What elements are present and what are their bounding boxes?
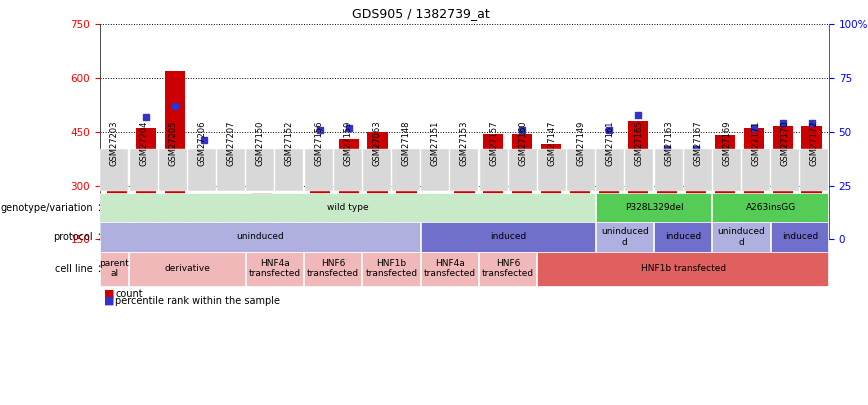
Bar [223,207,243,239]
Text: P328L329del: P328L329del [625,203,683,212]
Text: GSM27171: GSM27171 [752,120,760,166]
Text: uninduced
d: uninduced d [718,227,766,247]
Bar [541,144,562,239]
Text: HNF6
transfected: HNF6 transfected [482,259,534,278]
Text: cell line: cell line [56,264,93,274]
Text: uninduced: uninduced [236,232,284,241]
Bar [657,188,677,239]
Text: GSM27149: GSM27149 [576,120,586,166]
Text: HNF6
transfected: HNF6 transfected [307,259,359,278]
Text: GSM27152: GSM27152 [285,120,294,166]
Text: GSM27157: GSM27157 [489,120,498,166]
Text: GSM27205: GSM27205 [168,120,177,166]
Bar [686,185,706,239]
Text: GSM27163: GSM27163 [664,120,673,166]
Text: GSM27161: GSM27161 [606,120,615,166]
Text: derivative: derivative [164,264,210,273]
Bar [628,121,648,239]
Bar [425,230,445,239]
Bar [339,139,358,239]
Text: protocol: protocol [53,232,93,242]
Text: GSM27206: GSM27206 [197,120,207,166]
Text: percentile rank within the sample: percentile rank within the sample [115,296,280,306]
Bar [367,132,388,239]
Text: A263insGG: A263insGG [746,203,796,212]
Bar [773,126,792,239]
Text: GSM27159: GSM27159 [343,120,352,166]
Text: induced: induced [782,232,818,241]
Text: induced: induced [490,232,526,241]
Bar [397,179,417,239]
Text: GSM27207: GSM27207 [227,120,235,166]
Bar [107,171,128,239]
Text: HNF1b transfected: HNF1b transfected [641,264,726,273]
Bar [136,128,156,239]
Bar [252,193,272,239]
Text: induced: induced [665,232,701,241]
Text: GSM27148: GSM27148 [402,120,411,166]
Text: GDS905 / 1382739_at: GDS905 / 1382739_at [352,7,490,20]
Bar [454,182,475,239]
Text: GSM27150: GSM27150 [256,120,265,166]
Text: GSM27165: GSM27165 [635,120,644,166]
Text: GSM27153: GSM27153 [460,120,469,166]
Text: HNF1b
transfected: HNF1b transfected [365,259,418,278]
Bar [310,168,330,239]
Text: GSM27172: GSM27172 [810,120,819,166]
Text: GSM27170: GSM27170 [780,120,790,166]
Text: genotype/variation: genotype/variation [0,203,93,213]
Text: count: count [115,289,143,299]
Text: HNF4a
transfected: HNF4a transfected [424,259,476,278]
Bar [599,179,619,239]
Text: GSM27151: GSM27151 [431,120,440,166]
Text: GSM27167: GSM27167 [694,120,702,166]
Text: GSM27147: GSM27147 [548,120,556,166]
Text: HNF4a
transfected: HNF4a transfected [249,259,301,278]
Text: wild type: wild type [327,203,369,212]
Text: ■: ■ [104,289,115,299]
Bar [512,134,532,239]
Text: GSM27169: GSM27169 [722,120,732,166]
Text: parent
al: parent al [100,259,129,278]
Bar [165,71,185,239]
Bar [194,202,214,239]
Bar [483,134,503,239]
Text: GSM27160: GSM27160 [518,120,527,166]
Bar [714,135,735,239]
Bar [280,196,301,239]
Bar [570,150,590,239]
Bar [744,128,764,239]
Text: GSM27204: GSM27204 [139,120,148,166]
Text: GSM27203: GSM27203 [110,120,119,166]
Text: GSM27156: GSM27156 [314,120,323,166]
Text: ■: ■ [104,296,115,306]
Bar [801,126,822,239]
Text: uninduced
d: uninduced d [601,227,648,247]
Text: GSM27063: GSM27063 [372,120,381,166]
